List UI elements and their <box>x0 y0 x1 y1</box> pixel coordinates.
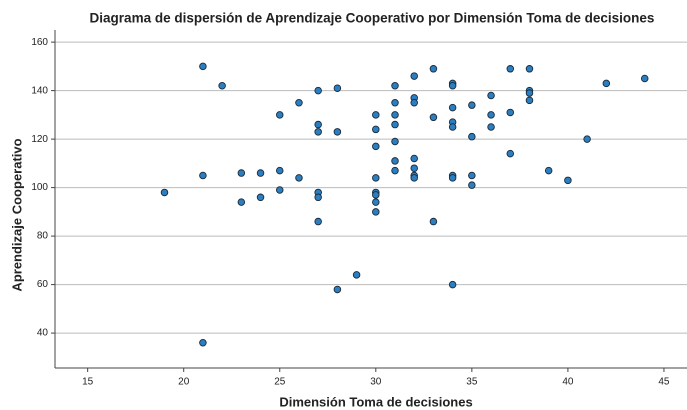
x-tick-label: 40 <box>562 377 574 388</box>
point <box>429 217 438 226</box>
point <box>391 157 399 165</box>
point <box>276 186 284 194</box>
point <box>391 137 399 146</box>
point <box>487 123 495 131</box>
x-tick-label: 35 <box>466 377 478 388</box>
point <box>410 72 418 80</box>
point <box>487 91 495 100</box>
point <box>391 111 399 119</box>
y-tick-label: 100 <box>31 182 48 193</box>
point <box>410 154 418 163</box>
x-tick-label: 15 <box>82 377 94 388</box>
point <box>448 123 457 131</box>
point <box>448 280 457 289</box>
point <box>525 65 534 73</box>
point <box>429 113 438 122</box>
x-tick-label: 30 <box>370 377 382 388</box>
point <box>583 135 591 143</box>
point <box>372 111 380 119</box>
point <box>391 120 399 129</box>
point <box>468 101 476 109</box>
point <box>314 128 322 136</box>
point <box>506 108 515 117</box>
y-tick-label: 120 <box>31 134 48 145</box>
point <box>410 174 418 182</box>
chart-title: Diagrama de dispersión de Aprendizaje Co… <box>90 11 655 26</box>
x-tick-label: 20 <box>178 377 190 388</box>
point <box>256 193 265 202</box>
x-tick-label: 45 <box>658 377 670 388</box>
point <box>199 171 207 180</box>
point <box>295 98 303 107</box>
point <box>448 103 457 112</box>
point <box>640 74 649 83</box>
point <box>448 174 457 182</box>
point <box>525 96 534 105</box>
point <box>525 89 534 97</box>
point <box>276 166 284 175</box>
point <box>237 169 246 177</box>
point <box>372 142 380 151</box>
point <box>314 86 322 95</box>
y-tick-label: 40 <box>37 328 49 339</box>
y-tick-label: 60 <box>37 279 49 290</box>
point <box>391 82 399 90</box>
point <box>506 65 515 73</box>
point <box>160 188 169 197</box>
point <box>448 82 457 90</box>
point <box>410 164 418 172</box>
point <box>237 198 246 206</box>
point <box>372 198 380 206</box>
point <box>564 176 572 185</box>
x-tick-label: 25 <box>274 377 286 388</box>
point <box>544 166 553 175</box>
point <box>314 120 322 129</box>
point <box>333 84 342 92</box>
point <box>468 171 476 180</box>
point <box>218 82 226 90</box>
point <box>487 111 495 119</box>
point <box>372 191 380 199</box>
point <box>256 169 265 177</box>
point <box>391 98 399 107</box>
point <box>372 125 380 134</box>
point <box>468 132 476 141</box>
point <box>602 79 611 88</box>
point <box>314 193 322 202</box>
y-tick-label: 140 <box>31 85 48 96</box>
point <box>372 174 380 182</box>
point <box>429 65 438 73</box>
point <box>199 62 207 71</box>
point <box>391 166 399 175</box>
point <box>333 285 342 294</box>
point <box>352 271 361 279</box>
point <box>295 174 303 182</box>
y-axis-title: Aprendizaje Cooperativo <box>9 138 24 291</box>
point <box>372 208 380 216</box>
point <box>410 98 418 107</box>
point <box>314 217 322 226</box>
point <box>333 128 342 136</box>
point <box>276 111 284 119</box>
y-tick-label: 160 <box>31 37 48 48</box>
point <box>199 339 207 347</box>
y-tick-label: 80 <box>37 231 49 242</box>
x-axis-title: Dimensión Toma de decisiones <box>279 394 472 409</box>
point <box>506 149 515 158</box>
point <box>468 181 476 189</box>
